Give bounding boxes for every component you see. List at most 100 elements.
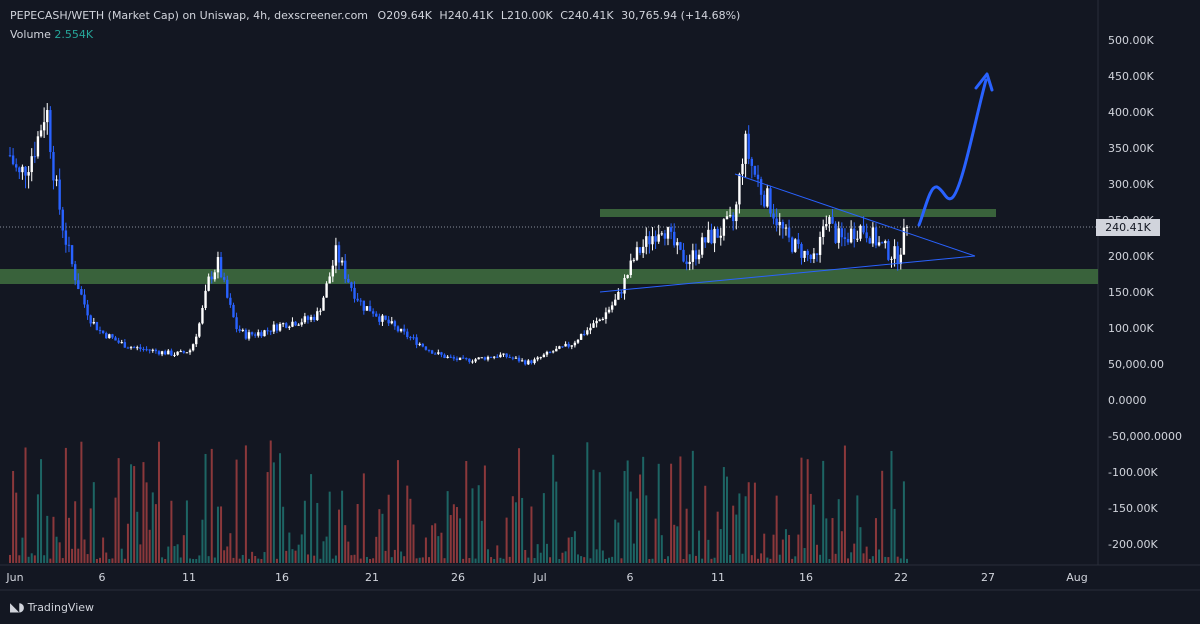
candle-body	[905, 226, 909, 228]
x-tick-label: 6	[99, 571, 106, 584]
volume-bar	[741, 553, 744, 563]
volume-bar	[772, 534, 775, 563]
candle-body	[331, 265, 334, 277]
candle-body	[700, 237, 704, 255]
x-tick-label: 21	[365, 571, 379, 584]
x-axis[interactable]: Jun 6 11 16 21 26 Jul 6 11 16 22 27 Aug	[5, 571, 1087, 584]
candle-body	[322, 297, 325, 311]
volume-bar	[210, 448, 213, 563]
chart-legend: PEPECASH/WETH (Market Cap) on Uniswap, 4…	[10, 9, 740, 22]
y-tick-label: 50,000.00	[1108, 358, 1164, 371]
volume-bar	[614, 519, 617, 563]
candle-body	[536, 357, 539, 360]
volume-bar	[288, 532, 291, 563]
candle-body	[285, 323, 288, 328]
volume-bar	[192, 558, 195, 563]
volume-bar	[722, 467, 725, 563]
candle-body	[384, 315, 387, 320]
volume-bar	[452, 504, 455, 563]
volume-bar	[151, 492, 154, 563]
candle-body	[722, 219, 726, 236]
volume-bar	[157, 441, 160, 563]
candle-body	[443, 354, 446, 358]
high-label: H	[439, 9, 448, 22]
candle-body	[306, 316, 310, 320]
volume-bar	[372, 558, 375, 563]
y-axis[interactable]: 500.00K450.00K400.00K350.00K300.00K250.0…	[1108, 34, 1182, 551]
volume-bar	[306, 554, 309, 563]
candle-body	[39, 130, 43, 137]
candle-body	[241, 329, 244, 331]
candle-body	[794, 239, 797, 252]
volume-bar	[608, 557, 611, 563]
volume-bar	[338, 509, 341, 563]
volume-bar	[713, 557, 716, 563]
candle-body	[477, 357, 480, 360]
candle-body	[49, 110, 52, 153]
candle-body	[378, 316, 381, 322]
volume-bar	[474, 558, 477, 563]
candle-body	[176, 351, 179, 355]
volume-bar	[598, 472, 601, 563]
candle-body	[430, 350, 434, 354]
volume-bar	[424, 537, 427, 563]
volume-bar	[847, 558, 850, 563]
volume-bar	[412, 524, 415, 563]
tradingview-branding[interactable]: ◣◗ TradingView	[10, 600, 94, 614]
volume-bar	[480, 520, 483, 563]
last-price-tag: 240.41K	[1096, 219, 1160, 236]
candle-body	[884, 241, 887, 244]
volume-bar	[263, 552, 266, 563]
candle-body	[877, 242, 881, 246]
volume-bar	[595, 549, 598, 563]
candle-body	[849, 228, 853, 243]
volume-bar	[642, 456, 645, 563]
volume-bar	[55, 536, 58, 563]
volume-bar	[71, 548, 74, 563]
forecast-arrowhead	[974, 72, 994, 92]
candle-body	[759, 179, 763, 195]
volume-bar	[462, 558, 465, 563]
volume-bar	[682, 558, 685, 563]
candle-body	[871, 227, 875, 244]
volume-bar	[179, 557, 182, 563]
volume-bar	[716, 511, 719, 563]
volume-bar	[505, 517, 508, 563]
volume-bar	[189, 558, 192, 563]
volume-bar	[744, 496, 747, 563]
volume-bar	[89, 508, 92, 563]
candle-body	[781, 221, 785, 229]
volume-bar	[769, 558, 772, 563]
volume-bar	[635, 498, 638, 563]
candle-body	[272, 324, 276, 332]
x-tick-label: 16	[275, 571, 289, 584]
candle-body	[244, 329, 248, 339]
candle-body	[707, 229, 710, 243]
candle-body	[263, 330, 266, 337]
candle-body	[191, 344, 195, 351]
candle-body	[266, 330, 269, 332]
candle-body	[359, 300, 362, 302]
candle-body	[412, 337, 415, 339]
candle-body	[151, 349, 154, 351]
volume-bar	[639, 474, 642, 563]
candle-body	[142, 348, 145, 350]
volume-bar	[251, 551, 254, 563]
volume-bar	[136, 511, 139, 563]
volume-bar	[651, 558, 654, 563]
volume-bar	[269, 440, 272, 563]
candle-body	[663, 233, 667, 239]
triangle-upper-line	[734, 173, 976, 257]
candle-body	[210, 276, 213, 280]
candle-body	[281, 323, 285, 325]
candle-body	[11, 155, 15, 165]
volume-bar	[328, 491, 331, 563]
volume-bar	[812, 504, 815, 563]
volume-bar	[791, 558, 794, 563]
volume-bar	[18, 555, 21, 563]
candle-body	[167, 350, 170, 355]
tradingview-label: TradingView	[27, 600, 95, 614]
candle-body	[561, 346, 564, 348]
candle-body	[347, 278, 350, 283]
